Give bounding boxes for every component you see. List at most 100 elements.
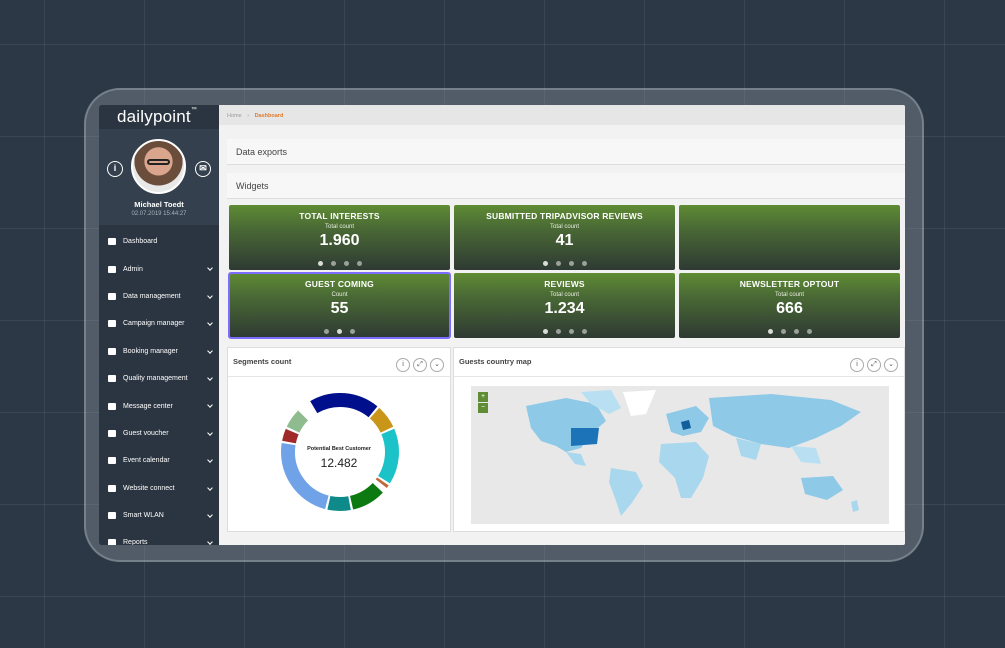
chat-icon (108, 402, 116, 410)
pagination-dot[interactable] (780, 329, 786, 334)
donut-slice[interactable] (369, 407, 394, 433)
tile-value: 1.960 (319, 232, 360, 249)
sidebar-item-booking-manager[interactable]: Booking manager (99, 338, 219, 365)
tile-value: 666 (776, 300, 803, 317)
tile-pagination (454, 261, 675, 266)
pagination-dot[interactable] (337, 329, 342, 334)
segments-donut-chart (281, 393, 399, 511)
sidebar-item-data-management[interactable]: Data management (99, 283, 219, 310)
sidebar-item-admin[interactable]: Admin (99, 255, 219, 282)
pagination-dot[interactable] (330, 261, 336, 266)
user-name: Michael Toedt (134, 200, 184, 209)
pagination-dot[interactable] (581, 329, 587, 334)
chevron-down-icon (207, 512, 213, 518)
donut-slice[interactable] (377, 428, 399, 484)
sidebar-item-label: Event calendar (123, 457, 170, 465)
zoom-in-button[interactable]: + (478, 392, 488, 402)
widget-tile[interactable]: SUBMITTED TRIPADVISOR REVIEWS Total count… (454, 205, 675, 270)
donut-slice[interactable] (286, 410, 309, 433)
map-zoom-controls: + − (478, 392, 488, 414)
tile-title: TOTAL INTERESTS (299, 211, 380, 221)
sidebar-item-reports[interactable]: Reports (99, 529, 219, 545)
pagination-dot[interactable] (581, 261, 587, 266)
chevron-down-icon (207, 484, 213, 491)
monitor-icon (108, 238, 116, 246)
check-circle-icon (108, 375, 116, 383)
donut-slice[interactable] (282, 428, 299, 444)
map-tools: i ⤢ ⌄ (850, 358, 898, 372)
sidebar-item-smart-wlan[interactable]: Smart WLAN (99, 502, 219, 529)
glasses-shape (147, 159, 170, 165)
widget-tile[interactable]: GUEST COMING Count 55 (228, 272, 451, 339)
sidebar-item-message-center[interactable]: Message center (99, 392, 219, 419)
breadcrumb-home[interactable]: Home (227, 113, 242, 119)
pagination-dot[interactable] (542, 261, 548, 266)
pagination-dot[interactable] (542, 329, 548, 334)
pagination-dot[interactable] (555, 329, 561, 334)
sidebar: dailypoint™ i ✉ Michael Toedt 02.07.2019… (99, 105, 219, 545)
avatar[interactable] (131, 139, 186, 194)
tile-subtitle: Total count (549, 224, 580, 230)
country-map-card: Guests country map i ⤢ ⌄ (453, 347, 905, 532)
pagination-dot[interactable] (317, 261, 323, 266)
sidebar-item-quality-management[interactable]: Quality management (99, 365, 219, 392)
mail-icon[interactable]: ✉ (195, 161, 211, 177)
tile-title: NEWSLETTER OPTOUT (739, 279, 840, 289)
pagination-dot[interactable] (356, 261, 362, 266)
collapse-button[interactable]: ⌄ (884, 358, 898, 372)
donut-slice[interactable] (349, 482, 383, 510)
pagination-dot[interactable] (350, 329, 355, 334)
info-button[interactable]: i (850, 358, 864, 372)
donut-slice[interactable] (327, 495, 351, 511)
widget-tile[interactable]: TOTAL INTERESTS Total count 1.960 (229, 205, 450, 270)
main-content: Home › Dashboard Data exports Widgets TO… (219, 105, 905, 545)
pagination-dot[interactable] (568, 261, 574, 266)
donut-slice[interactable] (310, 393, 378, 418)
app-logo[interactable]: dailypoint™ (99, 105, 219, 129)
world-map[interactable] (471, 386, 889, 524)
tile-value: 1.234 (544, 300, 585, 317)
zoom-out-button[interactable]: − (478, 403, 488, 413)
segments-card: Segments count i ⤢ ⌄ Potential Best Cust… (227, 347, 451, 532)
sidebar-item-dashboard[interactable]: Dashboard (99, 228, 219, 255)
expand-button[interactable]: ⤢ (413, 358, 427, 372)
tile-subtitle: Count (331, 292, 348, 298)
tile-subtitle: Total count (774, 292, 805, 298)
segments-tools: i ⤢ ⌄ (396, 358, 444, 372)
segments-title: Segments count (233, 357, 292, 366)
info-button[interactable]: i (396, 358, 410, 372)
donut-slice[interactable] (375, 477, 389, 488)
pagination-dot[interactable] (806, 329, 812, 334)
tile-title: GUEST COMING (305, 279, 374, 289)
pagination-dot[interactable] (793, 329, 799, 334)
collapse-button[interactable]: ⌄ (430, 358, 444, 372)
breadcrumb-current: Dashboard (254, 113, 284, 119)
widget-tile[interactable] (679, 205, 900, 270)
world-map-shapes (526, 390, 861, 516)
widgets-panel[interactable]: Widgets (227, 173, 905, 199)
sidebar-item-campaign-manager[interactable]: Campaign manager (99, 310, 219, 337)
logo-text: dailypoint (117, 107, 191, 126)
pagination-dot[interactable] (568, 329, 574, 334)
info-icon[interactable]: i (107, 161, 123, 177)
pagination-dot[interactable] (343, 261, 349, 266)
pagination-dot[interactable] (767, 329, 773, 334)
chart-icon (108, 539, 116, 545)
donut-slice[interactable] (281, 443, 329, 510)
sidebar-item-website-connect[interactable]: Website connect (99, 475, 219, 502)
pagination-dot[interactable] (555, 261, 561, 266)
sidebar-item-label: Dashboard (123, 238, 158, 246)
donut-center-label: Potential Best Customer (307, 446, 371, 452)
sidebar-item-label: Website connect (123, 484, 175, 492)
pagination-dot[interactable] (324, 329, 329, 334)
widget-tile[interactable]: NEWSLETTER OPTOUT Total count 666 (679, 273, 900, 338)
expand-button[interactable]: ⤢ (867, 358, 881, 372)
data-exports-panel[interactable]: Data exports (227, 139, 905, 165)
sidebar-item-guest-voucher[interactable]: Guest voucher (99, 420, 219, 447)
widget-tile[interactable]: REVIEWS Total count 1.234 (454, 273, 675, 338)
donut-slice[interactable] (373, 480, 386, 491)
user-last-login: 02.07.2019 15:44:27 (131, 211, 187, 217)
tile-value: 41 (555, 232, 574, 249)
sidebar-item-event-calendar[interactable]: Event calendar (99, 447, 219, 474)
tile-pagination (229, 329, 450, 334)
